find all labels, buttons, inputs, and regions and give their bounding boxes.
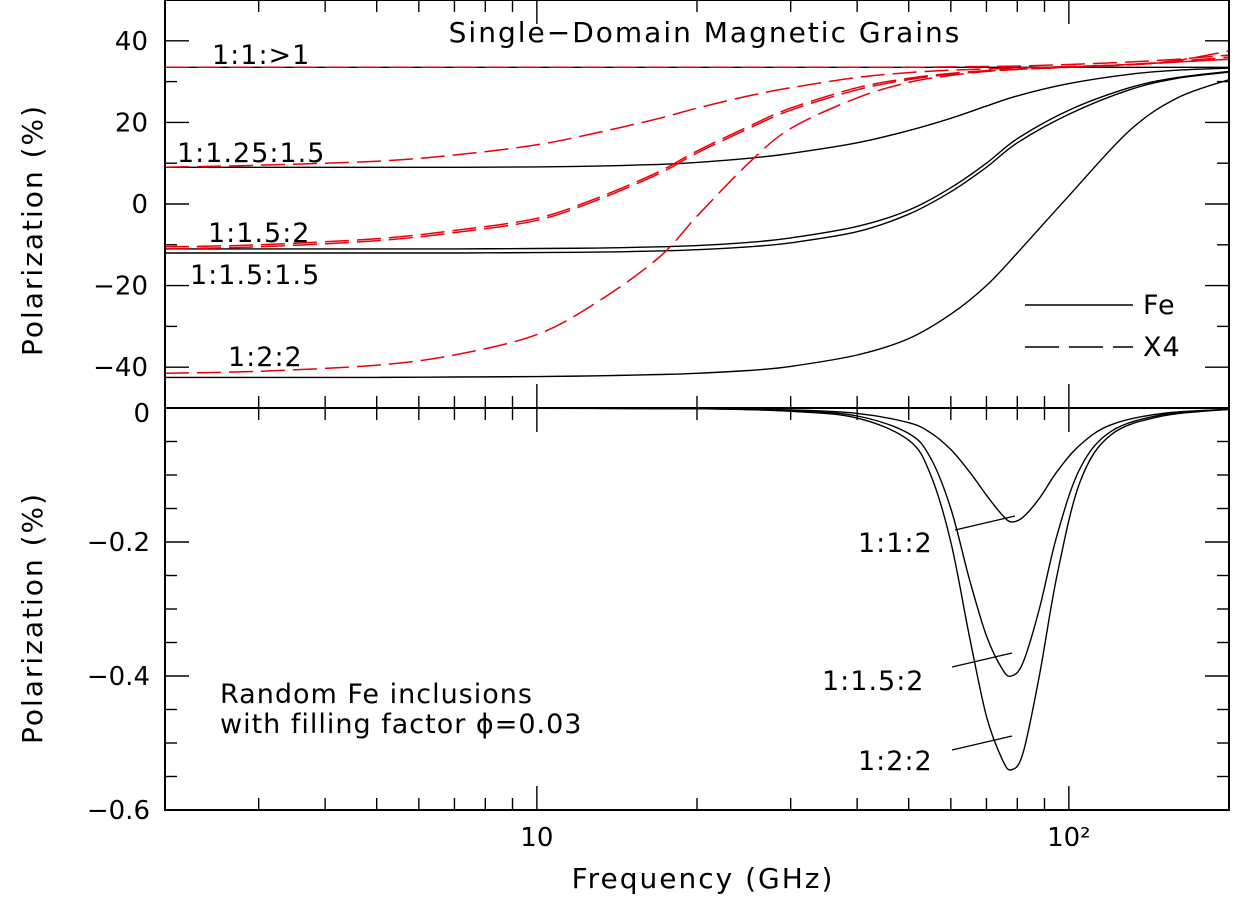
top-series-x4-1-2-2 [164, 50, 1230, 375]
top-ytick-label: 20 [115, 108, 148, 138]
bottom-note-line-2: with filling factor ϕ=0.03 [220, 709, 582, 740]
top-ytick-label: 40 [115, 27, 148, 57]
legend-fe-label: Fe [1143, 290, 1176, 321]
bottom-leader-1-1-2 [954, 515, 1016, 531]
bottom-note-line-1: Random Fe inclusions [220, 679, 533, 710]
bottom-plot-frame [164, 407, 1230, 811]
top-legend: Fe X4 [1025, 290, 1181, 363]
bottom-ytick-label: 0 [133, 399, 150, 429]
top-annotation-1-1-gt1: 1:1:>1 [212, 40, 310, 71]
top-series-fe-1-1.5-2 [165, 70, 1230, 250]
top-ytick-label: 0 [131, 190, 148, 220]
bottom-x-tick-labels: 10 10² [520, 823, 1090, 853]
top-annotation-1-1.5-2: 1:1.5:2 [208, 218, 311, 249]
bottom-xtick-label: 10² [1047, 823, 1091, 853]
bottom-x-axis-title: Frequency (GHz) [572, 862, 835, 895]
top-annotation-1-1.5-1.5: 1:1.5:1.5 [190, 260, 320, 291]
top-annotation-1-1.25-1.5: 1:1.25:1.5 [177, 138, 325, 169]
top-series-fe-1-1.25-1.5 [164, 67, 1230, 169]
top-panel: Single−Domain Magnetic Grains −40 −20 0 20 4… [16, 0, 1230, 409]
top-y-axis-title: Polarization (%) [16, 104, 49, 356]
bottom-ytick-label: −0.6 [87, 796, 150, 826]
bottom-xtick-label: 10 [520, 823, 553, 853]
bottom-panel: −0.6 −0.4 −0.2 0 10 10² Polarization (%) Fre… [16, 399, 1230, 895]
top-y-tick-labels: −40 −20 0 20 40 [93, 27, 148, 383]
top-ytick-label: −40 [93, 353, 148, 383]
bottom-ytick-label: −0.4 [87, 662, 150, 692]
bottom-y-tick-labels: −0.6 −0.4 −0.2 0 [87, 399, 150, 826]
top-series-x4-1-1-1 [165, 54, 1230, 69]
top-ytick-label: −20 [93, 272, 148, 302]
top-chart-title: Single−Domain Magnetic Grains [449, 16, 962, 49]
top-series-fe-1-1.5-1.5 [165, 71, 1230, 254]
top-series-group [164, 50, 1230, 379]
bottom-ytick-label: −0.2 [87, 528, 150, 558]
bottom-series-1-1.5-2 [164, 407, 1230, 678]
bottom-annotation-1-2-2: 1:2:2 [858, 746, 933, 777]
top-series-x4-1-1.5-1.5 [164, 58, 1230, 250]
legend-x4-label: X4 [1143, 332, 1181, 363]
top-annotation-1-2-2: 1:2:2 [228, 342, 303, 373]
top-series-fe-1-2-2 [165, 78, 1230, 379]
bottom-annotation-1-1-2: 1:1:2 [858, 528, 933, 559]
bottom-leader-1-1.5-2 [951, 652, 1013, 668]
bottom-leader-1-2-2 [951, 735, 1013, 751]
bottom-y-axis-title: Polarization (%) [16, 492, 49, 744]
top-series-x4-1-1.5-2 [164, 56, 1230, 248]
bottom-tick-marks [164, 407, 1230, 811]
bottom-annotation-1-1.5-2: 1:1.5:2 [822, 666, 925, 697]
